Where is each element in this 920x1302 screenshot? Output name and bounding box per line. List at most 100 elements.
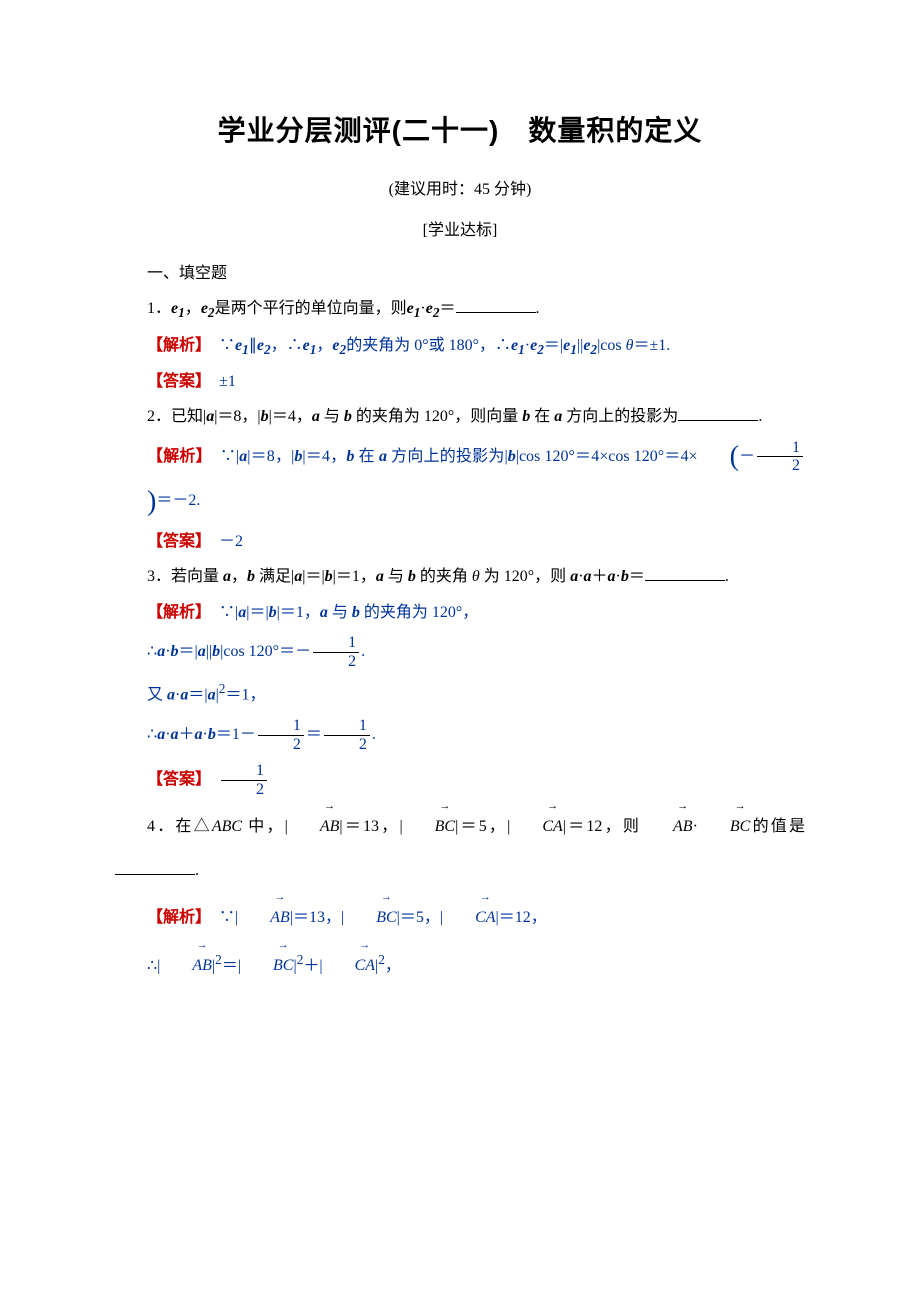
q3-analysis-4: ∴a·a＋a·b＝1－12＝12.: [115, 713, 805, 758]
sq: 2: [378, 952, 385, 967]
den: 2: [258, 736, 304, 754]
a: a: [320, 604, 328, 621]
t: 方向上的投影为: [562, 408, 678, 425]
t: |cos 120°＝－: [220, 643, 311, 660]
t: |＝|: [302, 568, 324, 585]
vec-bc: BC: [403, 803, 455, 850]
question-3: 3．若向量 a，b 满足|a|＝|b|＝1，a 与 b 的夹角 θ 为 120°…: [115, 559, 805, 594]
a: a: [570, 568, 578, 585]
a: a: [312, 408, 320, 425]
q3-analysis-2: ∴a·b＝|a||b|cos 120°＝－12.: [115, 630, 805, 675]
q2-prefix: 2．已知|: [147, 408, 206, 425]
t: |＝8，|: [247, 448, 294, 465]
rparen: ): [115, 488, 156, 516]
sub-1: 1: [178, 305, 185, 320]
t: 在: [354, 448, 379, 465]
vec-e2: e: [201, 300, 208, 317]
num: 1: [221, 762, 267, 781]
vec-ab: AB: [288, 803, 340, 850]
t: ＝1，: [225, 687, 265, 704]
t: 的夹角为 120°，则向量: [352, 408, 522, 425]
q1-eq: ＝: [440, 300, 456, 317]
num: 1: [324, 717, 370, 736]
t: ∵|: [219, 604, 238, 621]
question-2: 2．已知|a|＝8，|b|＝4，a 与 b 的夹角为 120°，则向量 b 在 …: [115, 399, 805, 434]
a: a: [223, 568, 231, 585]
vec-ca: CA: [323, 942, 375, 989]
t: 与: [328, 604, 352, 621]
vec-ca: CA: [510, 803, 562, 850]
b: b: [171, 643, 179, 660]
q3-analysis-3: 又 a·a＝|a|2＝1，: [115, 674, 805, 713]
frac-half: 12: [757, 439, 803, 475]
frac-half: 12: [313, 634, 359, 670]
vec-ab: AB: [160, 942, 212, 989]
analysis-label-4: 【解析】: [147, 909, 203, 926]
answer-label-1: 【答案】: [147, 373, 203, 390]
vec-e2b: e: [426, 300, 433, 317]
vec-ca: CA: [443, 894, 495, 941]
t: 的夹角为 120°，: [360, 604, 478, 621]
t: ＋: [179, 726, 195, 743]
a: a: [608, 568, 616, 585]
t: 与: [384, 568, 408, 585]
t: ＋|: [303, 957, 322, 974]
answer-val-2: －2: [219, 533, 243, 550]
num: 1: [757, 439, 803, 458]
q1-period: .: [536, 300, 540, 317]
t: ∵|: [220, 448, 239, 465]
den: 2: [221, 781, 267, 799]
t: ∴|: [147, 957, 160, 974]
neg: －: [739, 448, 755, 465]
vec-e1b: e: [407, 300, 414, 317]
den: 2: [757, 457, 803, 475]
t: ＝: [306, 726, 322, 743]
t: |＝4，: [302, 448, 346, 465]
t: ＝1－: [216, 726, 256, 743]
period: .: [372, 726, 376, 743]
t: 又: [147, 687, 167, 704]
t: |＝5，|: [455, 818, 510, 835]
sub-2: 2: [208, 305, 215, 320]
q3-prefix: 3．若向量: [147, 568, 223, 585]
a: a: [198, 643, 206, 660]
q2-answer: 【答案】 －2: [115, 524, 805, 559]
q1-prefix: 1．: [147, 300, 171, 317]
t: ∵|: [219, 909, 238, 926]
t: ，: [385, 957, 401, 974]
q1-text1: 是两个平行的单位向量，则: [215, 300, 407, 317]
frac-half: 12: [258, 717, 304, 753]
t: 中，|: [242, 818, 288, 835]
b: b: [247, 568, 255, 585]
e: e: [257, 337, 264, 354]
a: a: [239, 448, 247, 465]
t: ，: [231, 568, 247, 585]
analysis-label-2: 【解析】: [147, 448, 204, 465]
q1-answer: 【答案】 ±1: [115, 364, 805, 399]
blank-1: [456, 296, 536, 313]
a: a: [584, 568, 592, 585]
t: |＝1，: [333, 568, 376, 585]
a: a: [171, 726, 179, 743]
b: b: [325, 568, 333, 585]
b: b: [344, 408, 352, 425]
analysis-label-1: 【解析】: [147, 337, 203, 354]
t: 满足|: [255, 568, 294, 585]
a: a: [195, 726, 203, 743]
t: ＋: [592, 568, 608, 585]
t: ，: [316, 337, 332, 354]
answer-label-3: 【答案】: [147, 771, 203, 788]
lparen: (: [698, 443, 739, 471]
num: 1: [313, 634, 359, 653]
a: a: [157, 726, 165, 743]
vec-bc: BC: [241, 942, 293, 989]
answer-label-2: 【答案】: [147, 533, 203, 550]
page-title: 学业分层测评(二十一) 数量积的定义: [115, 100, 805, 162]
t: |＝1，: [277, 604, 320, 621]
t: 的值是: [750, 818, 805, 835]
t: ∥: [249, 337, 257, 354]
a: a: [167, 687, 175, 704]
blank-3: [645, 564, 725, 581]
abc: ABC: [212, 818, 242, 835]
b: b: [621, 568, 629, 585]
